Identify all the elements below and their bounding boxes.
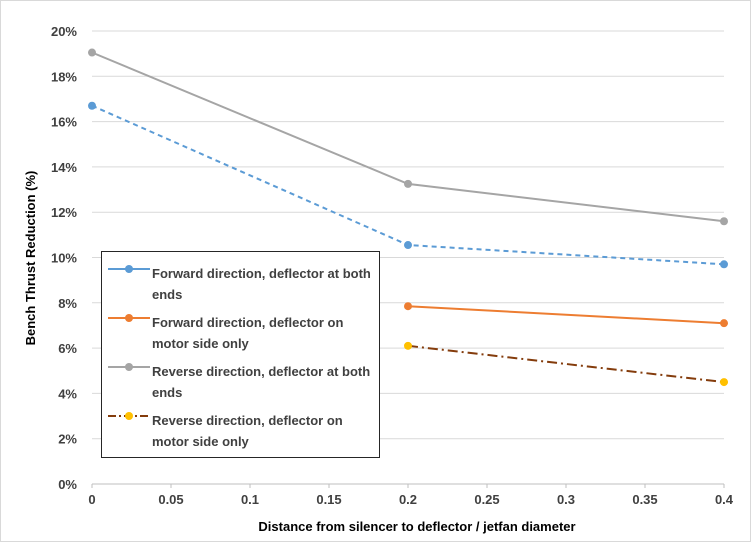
y-tick-label: 20% [51, 24, 77, 39]
series-3 [404, 341, 728, 387]
x-tick-label: 0.35 [632, 492, 657, 507]
y-tick-label: 16% [51, 115, 77, 130]
x-tick-label: 0.25 [474, 492, 499, 507]
legend-label: Forward direction, deflector on motor si… [152, 315, 344, 351]
x-axis-title: Distance from silencer to deflector / je… [258, 519, 575, 534]
legend-swatch-forward-motor [108, 314, 150, 322]
legend-entry: Reverse direction, deflector on motor si… [102, 408, 379, 458]
x-tick-label: 0.3 [557, 492, 575, 507]
series-line [407, 344, 725, 384]
series-line [91, 51, 725, 223]
y-tick-label: 10% [51, 251, 77, 266]
series-1 [404, 302, 728, 328]
y-tick-label: 4% [58, 386, 77, 401]
x-tick-label: 0.4 [715, 492, 734, 507]
data-point [404, 302, 412, 311]
data-point [404, 341, 412, 350]
x-tick-label: 0.2 [399, 492, 417, 507]
data-point [404, 179, 412, 188]
y-tick-label: 8% [58, 296, 77, 311]
y-tick-label: 0% [58, 477, 77, 492]
legend-swatch-forward-both [108, 265, 150, 273]
data-point [88, 48, 96, 57]
data-point [720, 319, 728, 328]
legend-entry: Reverse direction, deflector at both end… [102, 359, 379, 409]
legend-label: Forward direction, deflector at both end… [152, 266, 371, 302]
legend-label: Reverse direction, deflector on motor si… [152, 413, 343, 449]
legend-entry: Forward direction, deflector at both end… [102, 261, 379, 311]
series-layer [88, 48, 728, 387]
data-point [88, 101, 96, 110]
y-tick-label: 6% [58, 341, 77, 356]
legend: Forward direction, deflector at both end… [101, 251, 380, 458]
y-axis-title: Bench Thrust Reduction (%) [23, 171, 38, 346]
x-tick-label: 0 [88, 492, 95, 507]
legend-entry: Forward direction, deflector on motor si… [102, 310, 379, 360]
series-2 [88, 48, 728, 226]
x-tick-label: 0.05 [158, 492, 183, 507]
legend-swatch-reverse-motor [108, 412, 150, 420]
legend-label: Reverse direction, deflector at both end… [152, 364, 371, 400]
axes [91, 483, 725, 488]
series-line [407, 305, 725, 325]
y-tick-label: 14% [51, 160, 77, 175]
y-tick-label: 2% [58, 432, 77, 447]
data-point [720, 378, 728, 387]
data-point [720, 217, 728, 226]
x-tick-label: 0.15 [316, 492, 341, 507]
data-point [720, 260, 728, 269]
legend-swatch-reverse-both [108, 363, 150, 371]
x-tick-labels: 0 0.05 0.1 0.15 0.2 0.25 0.3 0.35 0.4 [88, 492, 733, 507]
data-point [404, 241, 412, 250]
y-tick-label: 12% [51, 205, 77, 220]
y-tick-label: 18% [51, 69, 77, 84]
series-0 [88, 101, 728, 269]
y-tick-labels: 0% 2% 4% 6% 8% 10% 12% 14% 16% 18% 20% [51, 24, 77, 492]
x-tick-label: 0.1 [241, 492, 259, 507]
